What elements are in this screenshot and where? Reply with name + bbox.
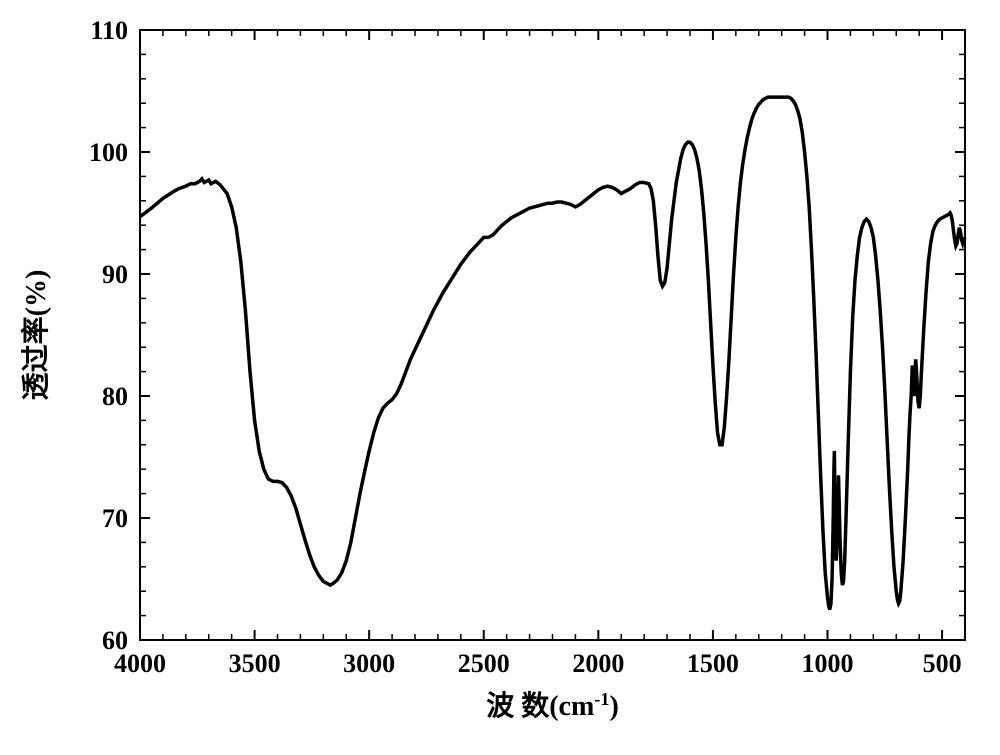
- y-tick-label: 100: [89, 138, 128, 167]
- x-tick-label: 500: [923, 649, 962, 678]
- x-tick-label: 2000: [572, 649, 624, 678]
- spectrum-line: [140, 97, 965, 609]
- x-tick-label: 1500: [687, 649, 739, 678]
- y-tick-label: 110: [90, 16, 128, 45]
- y-tick-label: 80: [102, 382, 128, 411]
- x-tick-label: 2500: [458, 649, 510, 678]
- y-tick-label: 90: [102, 260, 128, 289]
- x-tick-label: 1000: [802, 649, 854, 678]
- x-tick-label: 3000: [343, 649, 395, 678]
- chart-svg: 4000350030002500200015001000500607080901…: [0, 0, 1000, 755]
- y-axis-label: 透过率(%): [19, 270, 52, 401]
- y-tick-label: 70: [102, 504, 128, 533]
- ir-spectrum-chart: 4000350030002500200015001000500607080901…: [0, 0, 1000, 755]
- y-tick-label: 60: [102, 626, 128, 655]
- x-axis-label: 波 数(cm-1): [486, 689, 619, 722]
- x-tick-label: 3500: [229, 649, 281, 678]
